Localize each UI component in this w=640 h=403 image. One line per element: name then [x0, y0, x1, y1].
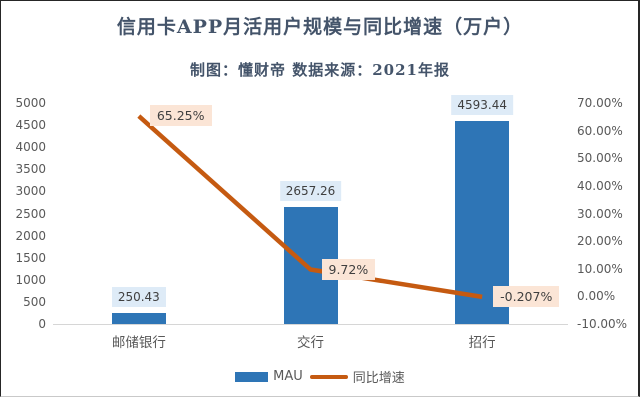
growth-legend-label: 同比增速: [352, 371, 405, 386]
chart-title: 信用卡APP月活用户规模与同比增速（万户）: [116, 16, 524, 38]
category-label: 交行: [297, 335, 324, 351]
y-axis-right-tick: 40.00%: [577, 178, 623, 193]
y-axis-right-tick: -10.00%: [577, 317, 628, 331]
mau-legend-swatch: [235, 371, 269, 382]
y-axis-left-tick: 4500: [15, 118, 46, 133]
y-axis-left-tick: 2000: [15, 228, 46, 243]
y-axis-left-tick: 1000: [15, 272, 46, 287]
chart-subtitle: 制图：懂财帝 数据来源：2021年报: [190, 61, 450, 79]
y-axis-left-tick: 2500: [15, 206, 46, 221]
y-axis-right-tick: 30.00%: [577, 206, 623, 221]
growth-value-label: 65.25%: [149, 105, 212, 127]
y-axis-left-tick: 0: [38, 317, 46, 331]
growth-value-label: -0.207%: [493, 285, 560, 307]
y-axis-right-tick: 0.00%: [577, 289, 616, 304]
mau-legend-label: MAU: [273, 369, 303, 384]
y-axis-left-tick: 3500: [15, 162, 46, 177]
mau-value-label: 2657.26: [279, 180, 342, 201]
y-axis-left-tick: 3000: [15, 184, 46, 199]
mau-bar: [111, 312, 166, 324]
growth-value-label: 9.72%: [321, 258, 376, 280]
y-axis-right-tick: 20.00%: [577, 234, 623, 249]
mau-value-label: 250.43: [111, 286, 166, 307]
y-axis-right-tick: 60.00%: [577, 123, 623, 138]
y-axis-left-tick: 500: [23, 294, 46, 309]
y-axis-left-tick: 5000: [15, 96, 46, 110]
mau-value-label: 4593.44: [451, 94, 513, 115]
y-axis-left-tick: 4000: [15, 140, 46, 155]
legend: MAU 同比增速: [0, 367, 640, 386]
x-axis-line: [53, 324, 568, 325]
category-label: 招行: [468, 335, 496, 351]
category-label: 邮储银行: [111, 335, 166, 351]
y-axis-right-tick: 70.00%: [577, 96, 623, 110]
y-axis-right-tick: 50.00%: [577, 151, 623, 166]
y-axis-right-tick: 10.00%: [577, 261, 623, 276]
growth-legend-swatch: [309, 374, 348, 379]
y-axis-left-tick: 1500: [15, 250, 46, 265]
